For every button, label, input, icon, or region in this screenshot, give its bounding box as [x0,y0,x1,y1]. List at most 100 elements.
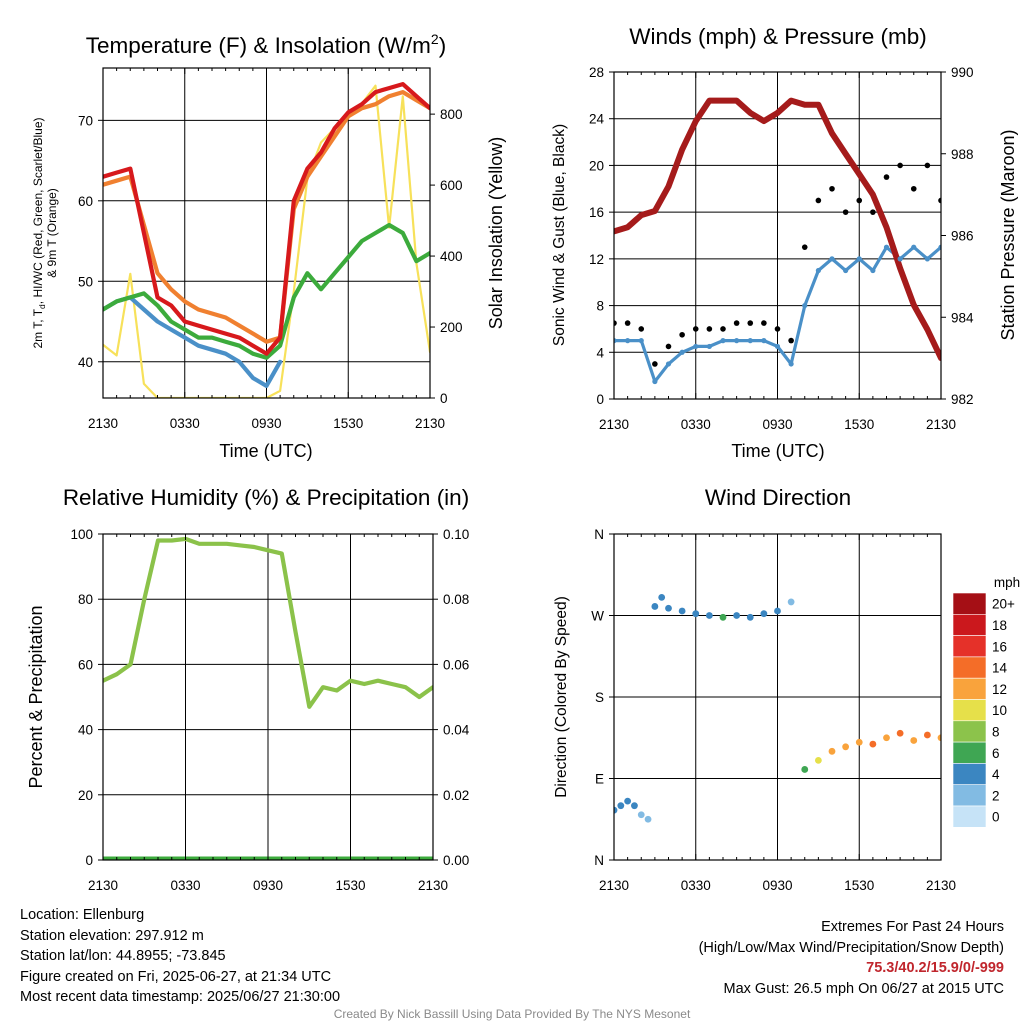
gust-point [761,320,767,326]
direction-point [855,738,863,746]
x-tick-label: 1530 [844,878,874,893]
wind-chart-title: Winds (mph) & Pressure (mb) [629,24,927,49]
direction-point [644,815,652,823]
direction-point [665,604,672,612]
legend-label: 8 [992,724,1000,739]
wind-point [761,338,767,344]
legend-swatch [952,635,987,658]
temp-y2-axis-label: Solar Insolation (Yellow) [486,137,506,329]
rh-series [103,536,433,860]
direction-point [883,734,890,742]
legend-label: 14 [992,661,1008,676]
gust-point [815,197,822,204]
wind-point [652,378,658,385]
legend-label: 2 [992,788,1000,803]
y-tick-label: 16 [589,205,604,220]
gust-point [856,197,863,204]
wind-point [924,256,930,262]
dir-y-axis-label: Direction (Colored By Speed) [553,596,570,798]
dir-series [614,593,941,823]
direction-point [828,747,836,755]
y-tick-label: 50 [78,274,93,289]
y-tick-label: N [594,527,604,542]
speed-legend-title: mph [994,575,1020,590]
legend-swatch [952,741,987,764]
gust-point [665,343,672,350]
direction-point [692,610,700,618]
humidity-panel: Relative Humidity (%) & Precipitation (i… [26,485,470,893]
direction-point [801,766,809,773]
gust-point [883,174,890,180]
y2-tick-label: 0.08 [443,592,469,607]
direction-point [760,610,768,618]
wind-point [802,302,808,309]
x-tick-label: 2130 [88,878,118,893]
dir-grid [614,534,941,860]
winds-panel: Winds (mph) & Pressure (mb) 2130 0330 0930… [551,24,1018,461]
y2-tick-label: 984 [951,310,974,325]
y2-tick-label: 0.10 [443,527,469,542]
x-tick-label: 0330 [681,417,711,432]
wind-point [815,267,821,274]
gust-point [774,326,781,332]
direction-point [869,740,877,748]
wind-point [897,256,903,262]
direction-panel: Wind Direction 2130 0330 0930 1530 2130 N E S W N… [553,485,1020,893]
direction-point [637,811,645,819]
direction-point [910,737,918,744]
x-tick-label: 2130 [415,416,445,431]
gust-point [692,326,699,332]
gust-point [614,320,617,326]
wind-point [706,343,712,350]
y-tick-label: 28 [589,65,604,80]
temp-series-line [103,82,430,356]
wind-point [843,267,849,274]
y-tick-label: 60 [78,657,93,672]
x-tick-label: 0330 [681,878,711,893]
legend-label: 12 [992,682,1007,697]
speed-legend: 20+ 18 16 14 12 10 8 6 4 2 0 [952,592,1015,828]
wind-point [665,361,672,367]
svg-text:2m T, Td, HI/WC (Red, Green, S: 2m T, Td, HI/WC (Red, Green, Scarlet/Blu… [31,117,47,348]
temperature-panel: Temperature (F) & Insolation (W/m2) 2130… [31,31,506,461]
temp-axes: 2130 0330 0930 1530 2130 40 50 60 70 0 200 400 600 80… [78,68,463,431]
direction-point [937,734,941,742]
y2-tick-label: 600 [440,178,463,193]
extremes-values: 75.3/40.2/15.9/0/-999 [866,960,1004,976]
legend-swatch [952,699,987,722]
gust-point [747,320,754,326]
legend-swatch [952,656,987,679]
legend-label: 6 [992,746,1000,761]
temp-grid [103,68,430,398]
extremes-info: Extremes For Past 24 Hours (High/Low/Max… [699,917,1004,999]
direction-point [774,607,781,615]
legend-swatch [952,763,987,786]
x-tick-label: 2130 [599,417,629,432]
wind-point [883,244,890,250]
y2-tick-label: 986 [951,229,974,244]
wind-point [788,361,794,367]
legend-swatch [952,784,987,807]
temp-x-axis-label: Time (UTC) [219,441,312,461]
gust-point [733,320,740,326]
y2-tick-label: 0.02 [443,788,469,803]
station-elevation: Station elevation: 297.912 m [20,927,204,944]
direction-point [631,802,638,810]
gust-point [652,361,658,367]
gust-point [801,244,808,250]
legend-swatch [952,805,987,828]
max-gust: Max Gust: 26.5 mph On 06/27 at 2015 UTC [723,980,1004,997]
wind-point [734,338,740,344]
y2-tick-label: 990 [951,65,974,80]
y2-tick-label: 0 [440,391,448,406]
y-tick-label: 60 [78,194,93,209]
wind-axes: 2130 0330 0930 1530 2130 0 4 8 12 16 20 24 28 982 984 9… [589,65,974,432]
rh-y-axis-label: Percent & Precipitation [26,605,46,788]
y2-tick-label: 400 [440,249,463,264]
gust-point [679,331,685,338]
x-tick-label: 0930 [251,416,281,431]
wind-point [720,338,726,344]
gust-point [720,326,726,332]
x-tick-label: 0930 [762,878,792,893]
y-tick-label: 0 [85,853,93,868]
